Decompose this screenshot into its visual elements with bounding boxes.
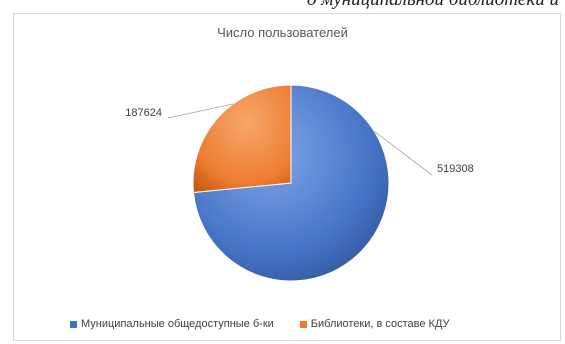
data-label-kdu: 187624 bbox=[125, 107, 162, 119]
legend-label-municipal: Муниципальные общедоступные б-ки bbox=[81, 318, 274, 330]
leader-line bbox=[167, 103, 234, 119]
data-label-municipal: 519308 bbox=[437, 163, 474, 175]
pie-slice-kdu bbox=[192, 84, 292, 194]
legend-swatch-municipal bbox=[70, 320, 77, 328]
top-caption: о муниципальной библиотеки и bbox=[0, 0, 565, 12]
legend-label-kdu: Библиотеки, в составе КДУ bbox=[310, 318, 450, 330]
legend: Муниципальные общедоступные б-ки Библиот… bbox=[70, 318, 476, 330]
legend-item-kdu: Библиотеки, в составе КДУ bbox=[299, 318, 450, 330]
legend-item-municipal: Муниципальные общедоступные б-ки bbox=[70, 318, 274, 330]
top-caption-text: о муниципальной библиотеки и bbox=[307, 0, 559, 11]
chart-title: Число пользователей bbox=[217, 25, 348, 40]
leader-line bbox=[374, 131, 433, 176]
legend-swatch-kdu bbox=[299, 320, 307, 328]
